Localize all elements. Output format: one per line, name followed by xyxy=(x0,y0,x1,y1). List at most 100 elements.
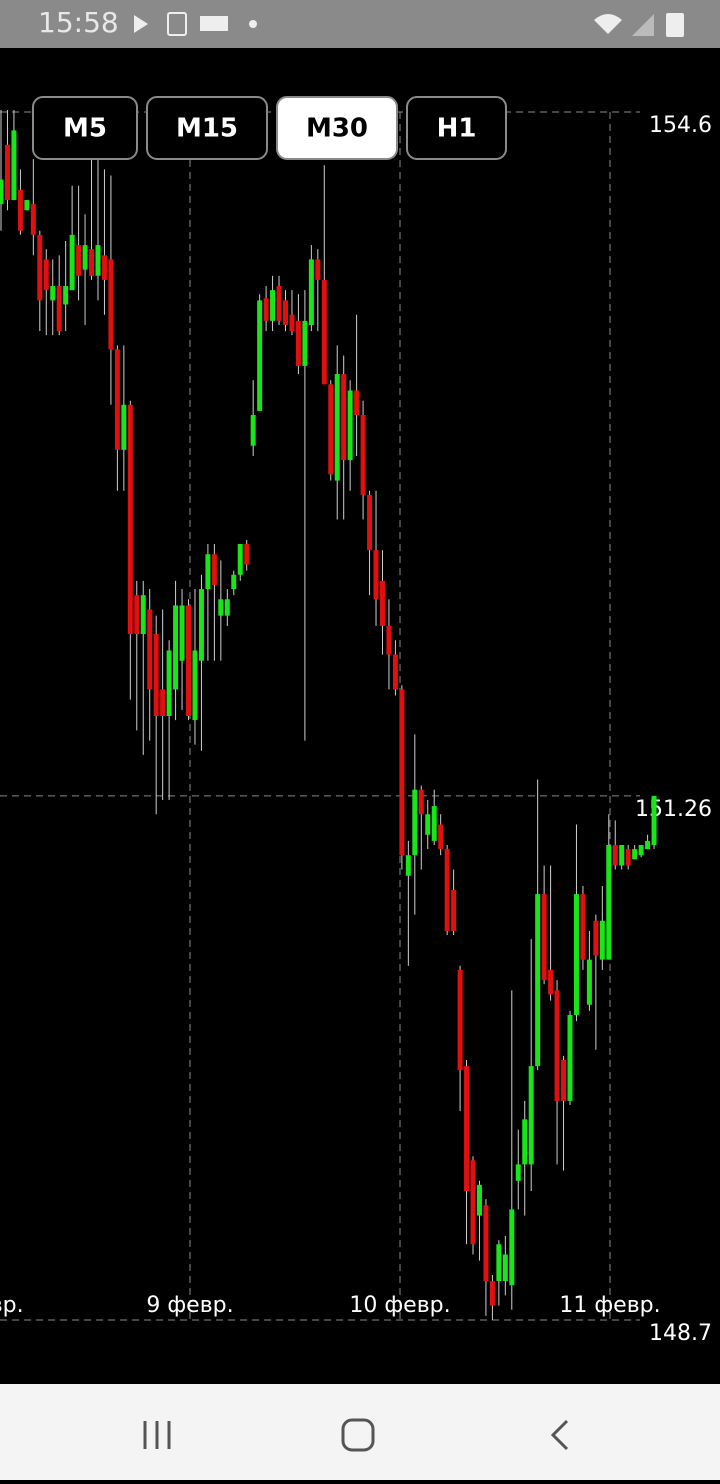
nav-back[interactable] xyxy=(550,1419,569,1451)
candle-body xyxy=(515,1164,521,1181)
candle-body xyxy=(541,894,547,981)
candle-body xyxy=(399,689,405,856)
candle-body xyxy=(489,1281,495,1306)
candle-body xyxy=(0,179,4,205)
candle-body xyxy=(179,605,185,661)
candle-body xyxy=(108,259,114,350)
candle-body xyxy=(334,374,340,481)
candle-body xyxy=(147,609,153,690)
timeframe-button[interactable] xyxy=(146,96,268,160)
timeframe-label[interactable]: M30 xyxy=(306,114,368,144)
dot-icon xyxy=(249,20,257,28)
candle-body xyxy=(250,415,256,446)
candle-body xyxy=(76,245,82,276)
candle-body xyxy=(224,599,230,616)
candle-body xyxy=(276,286,282,321)
signal-icon xyxy=(632,14,654,36)
candle-body xyxy=(237,544,243,575)
candle-body xyxy=(270,290,276,321)
timeframe-button[interactable] xyxy=(32,96,138,160)
candle-body xyxy=(645,840,651,850)
candle-body xyxy=(89,249,95,276)
candle-body xyxy=(328,384,334,475)
candle-body xyxy=(231,574,237,590)
candle-body xyxy=(95,245,101,276)
candle-body xyxy=(509,1209,515,1286)
battery-icon xyxy=(666,13,684,37)
candle-body xyxy=(573,894,579,1015)
candle-body xyxy=(425,814,431,835)
candle-body xyxy=(211,554,217,585)
candle-body xyxy=(470,1160,476,1245)
timeframe-button[interactable] xyxy=(276,96,398,160)
candle-body xyxy=(502,1254,508,1282)
candle-body xyxy=(347,390,353,461)
candle-body xyxy=(548,969,554,995)
plot: 148.7 151.26 154.6 8 февр. 9 февр. 10 февр. 11… xyxy=(0,109,712,1346)
candle-body xyxy=(606,844,612,960)
candle-body xyxy=(476,1184,482,1216)
candle-body xyxy=(586,959,592,1005)
candle-body xyxy=(625,849,631,866)
candle-body xyxy=(244,544,250,565)
candle-body xyxy=(444,849,450,931)
candle-body xyxy=(373,550,379,600)
app-icon xyxy=(167,12,187,36)
candle-body xyxy=(101,255,107,280)
candle-body xyxy=(218,599,224,616)
nav-bar xyxy=(0,1384,720,1480)
candle-body xyxy=(192,650,198,721)
timeframe-button[interactable] xyxy=(406,96,507,160)
candle-body xyxy=(37,234,43,301)
candle-body xyxy=(134,595,140,635)
candle-body xyxy=(354,390,360,416)
candle-body xyxy=(140,595,146,635)
candle-body xyxy=(263,298,269,321)
candle-body xyxy=(43,259,49,291)
candle-body xyxy=(412,789,418,856)
candle-body xyxy=(496,1244,502,1282)
candle-body xyxy=(619,844,625,866)
candle-body xyxy=(17,189,23,231)
candle-body xyxy=(451,890,457,931)
candle-body xyxy=(24,200,30,211)
timeframe-label[interactable]: M5 xyxy=(63,114,107,144)
candle-body xyxy=(11,130,17,201)
candle-body xyxy=(405,855,411,876)
candle-body xyxy=(302,320,308,366)
candle-body xyxy=(321,279,327,385)
nav-home[interactable] xyxy=(341,1418,375,1452)
candle-body xyxy=(599,920,605,960)
candle-body xyxy=(464,1066,470,1192)
timeframe-label[interactable]: M15 xyxy=(176,114,238,144)
timeframe-bar: M5 M15 M30 H1 xyxy=(32,96,507,160)
candle-body xyxy=(295,320,301,366)
candle-body xyxy=(69,234,75,291)
candle-body xyxy=(186,605,192,716)
candle-body xyxy=(82,245,88,270)
y-tick-label: 151.26 xyxy=(635,797,712,822)
candle-body xyxy=(127,404,133,635)
candle-body xyxy=(561,1059,567,1101)
candle-body xyxy=(56,286,62,332)
candle-body xyxy=(315,259,321,280)
candle-body xyxy=(554,990,560,1101)
x-tick-label: 10 февр. xyxy=(349,1293,450,1318)
candle-body xyxy=(289,314,295,332)
candle-body xyxy=(379,580,385,626)
wifi-icon xyxy=(594,14,622,34)
candle-body xyxy=(632,849,638,860)
timeframe-label[interactable]: H1 xyxy=(437,114,477,144)
candle-body xyxy=(431,806,437,841)
nav-recent[interactable] xyxy=(143,1421,171,1449)
candle-body xyxy=(367,494,373,551)
play-icon xyxy=(134,15,148,33)
candle-body xyxy=(63,286,69,305)
candle-body xyxy=(522,1119,528,1165)
candle-body xyxy=(282,300,288,325)
candle-body xyxy=(114,349,120,450)
candle-body xyxy=(580,894,586,960)
candle-body xyxy=(612,844,618,866)
candle-body xyxy=(4,144,10,201)
